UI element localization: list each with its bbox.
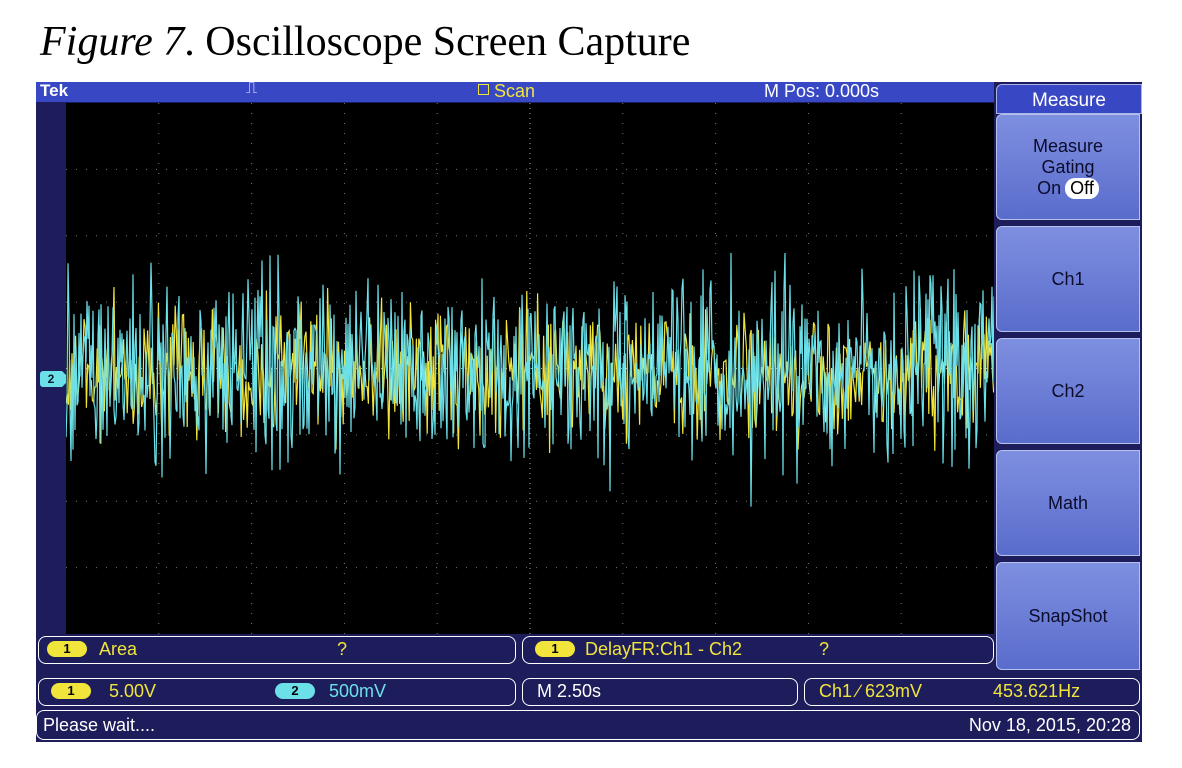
gating-label-2: Gating	[1041, 156, 1095, 177]
measurement-name: Area	[99, 639, 138, 659]
acquisition-mode: Scan	[478, 81, 535, 102]
figure-title: . Oscilloscope Screen Capture	[184, 19, 691, 65]
ch1-badge: 1	[47, 641, 87, 657]
ch1-badge: 1	[51, 683, 91, 699]
channel-scale-readout: 1 5.00V 2 500mV	[38, 678, 516, 706]
waveform-screen	[66, 103, 994, 634]
gating-off: Off	[1065, 177, 1099, 199]
ch1-button[interactable]: Ch1	[996, 226, 1140, 332]
snapshot-button-label: SnapShot	[1028, 605, 1108, 626]
snapshot-button[interactable]: SnapShot	[996, 562, 1140, 670]
acquisition-mode-label: Scan	[494, 81, 536, 101]
timebase-readout: M 2.50s	[522, 678, 798, 706]
measure-side-menu: Measure Measure Gating On Off Ch1 Ch2 Mat…	[996, 82, 1142, 672]
gating-label-1: Measure	[1032, 135, 1104, 156]
figure-number: Figure 7	[40, 19, 185, 65]
ch1-button-label: Ch1	[1051, 268, 1085, 289]
brand-logo: Tek	[40, 81, 69, 100]
ch2-waveform	[66, 252, 994, 507]
trigger-frequency: 453.621Hz	[993, 681, 1081, 701]
measurement-area[interactable]: 1 Area ?	[38, 636, 516, 664]
trigger-level: Ch1 ∕ 623mV	[819, 681, 923, 701]
measurement-name: DelayFR:Ch1 - Ch2	[585, 639, 743, 659]
stop-square-icon	[478, 84, 489, 95]
status-message: Please wait....	[43, 715, 156, 735]
gating-on: On	[1037, 177, 1062, 198]
ch2-scale: 500mV	[329, 681, 387, 701]
oscilloscope-display: Tek ⎍ Scan M Pos: 0.000s 2 Measure Measu…	[36, 80, 1142, 742]
message-bar: Please wait.... Nov 18, 2015, 20:28	[36, 710, 1140, 740]
measurement-delay[interactable]: 1 DelayFR:Ch1 - Ch2 ?	[522, 636, 994, 664]
math-button[interactable]: Math	[996, 450, 1140, 556]
gating-toggle: On Off	[1037, 177, 1099, 199]
ch1-scale: 5.00V	[109, 681, 157, 701]
ch2-badge: 2	[275, 683, 315, 699]
trigger-readout: Ch1 ∕ 623mV 453.621Hz	[804, 678, 1140, 706]
waveform-trigger-icon: ⎍	[246, 80, 258, 97]
ch2-button-label: Ch2	[1051, 380, 1085, 401]
side-menu-title: Measure	[996, 84, 1142, 114]
date-time: Nov 18, 2015, 20:28	[968, 715, 1131, 735]
ch2-button[interactable]: Ch2	[996, 338, 1140, 444]
ch2-ground-marker[interactable]: 2	[40, 371, 70, 387]
ch1-badge: 1	[535, 641, 575, 657]
waveform-plot	[66, 103, 994, 634]
measurement-value: ?	[337, 639, 348, 659]
horizontal-position: M Pos: 0.000s	[764, 81, 880, 101]
measurement-value: ?	[819, 639, 830, 659]
math-button-label: Math	[1047, 492, 1089, 513]
measure-gating-button[interactable]: Measure Gating On Off	[996, 114, 1140, 220]
figure-caption: Figure 7. Oscilloscope Screen Capture	[40, 18, 690, 66]
timebase: M 2.50s	[537, 681, 602, 701]
top-status-bar: Tek ⎍ Scan M Pos: 0.000s	[36, 80, 994, 102]
